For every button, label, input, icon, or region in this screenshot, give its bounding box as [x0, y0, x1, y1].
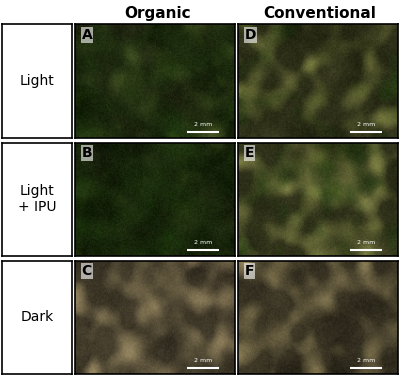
Text: 2 mm: 2 mm [357, 358, 375, 363]
Text: E: E [244, 146, 254, 160]
Text: Dark: Dark [20, 310, 54, 324]
Text: 2 mm: 2 mm [194, 240, 212, 245]
Text: C: C [82, 264, 92, 278]
Text: F: F [244, 264, 254, 278]
Text: Conventional: Conventional [264, 6, 376, 21]
Text: 2 mm: 2 mm [357, 240, 375, 245]
Text: Light: Light [20, 74, 54, 88]
Text: B: B [82, 146, 92, 160]
Text: A: A [82, 28, 92, 42]
Text: 2 mm: 2 mm [194, 122, 212, 127]
Text: D: D [244, 28, 256, 42]
Text: Organic: Organic [124, 6, 190, 21]
Text: Light
+ IPU: Light + IPU [18, 184, 56, 214]
Text: 2 mm: 2 mm [357, 122, 375, 127]
Text: 2 mm: 2 mm [194, 358, 212, 363]
